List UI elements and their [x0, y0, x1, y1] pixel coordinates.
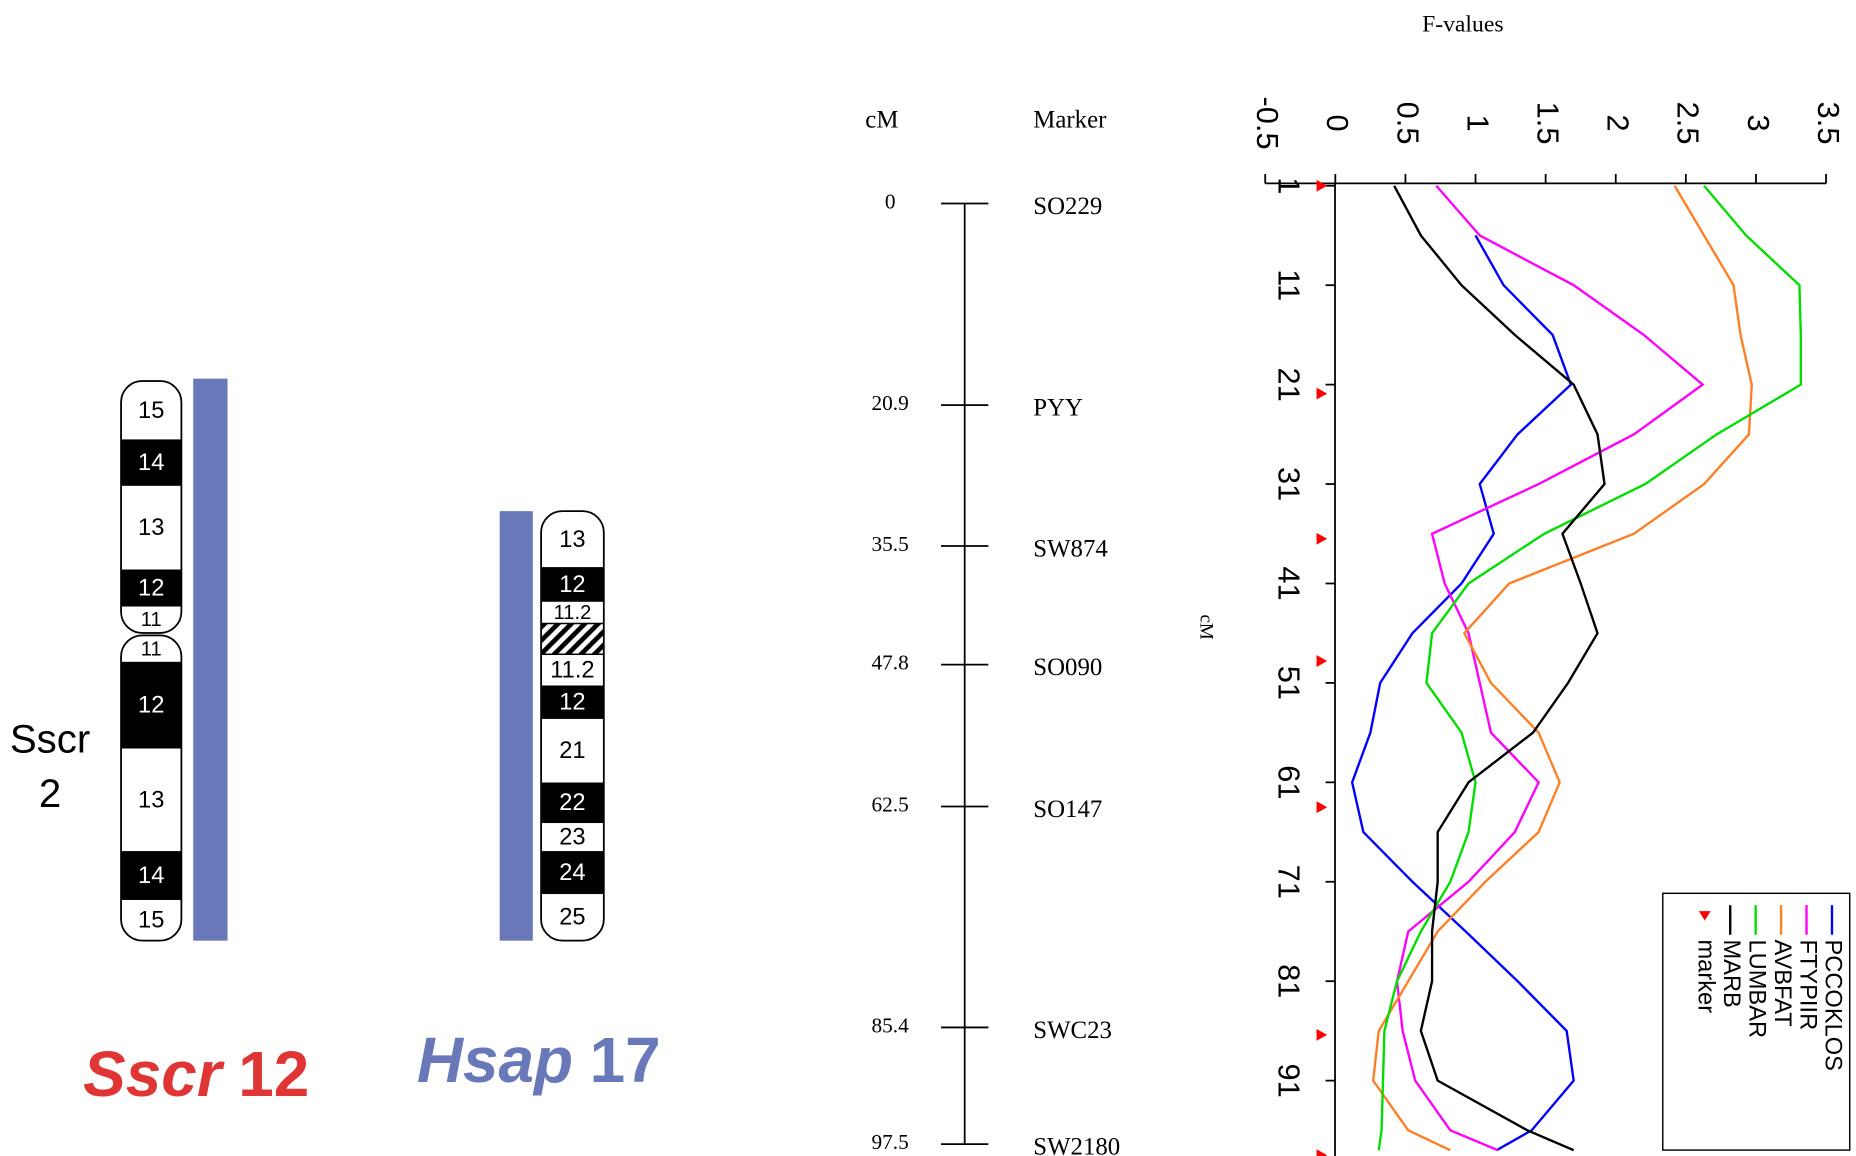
marker-point [1317, 1029, 1328, 1041]
x-tick-label: 81 [1271, 964, 1306, 998]
marker-point [1317, 180, 1328, 192]
band-label: 12 [559, 690, 585, 716]
marker-name: SW2180 [1033, 1134, 1120, 1156]
x-tick-label: 31 [1271, 467, 1306, 501]
marker-position: 62.5 [872, 792, 909, 816]
x-tick-label: 1 [1271, 177, 1306, 194]
marker-point [1317, 533, 1328, 545]
position-header: cM [865, 107, 898, 134]
legend-label: MARB [1718, 939, 1744, 1007]
band-label: 11.2 [554, 602, 592, 624]
legend-label: PCCOKLOS [1820, 939, 1846, 1070]
synteny-bar [193, 379, 227, 941]
marker-name: SO147 [1033, 796, 1102, 823]
x-tick-label: 11 [1271, 269, 1306, 301]
chromosome-arm: 15 14 13 12 11 [121, 381, 181, 633]
band-label: 14 [138, 863, 164, 889]
band-label: 12 [138, 575, 164, 601]
marker-name: SO090 [1033, 654, 1102, 681]
y-tick-label: 2 [1601, 114, 1636, 131]
band-label: 11.2 [550, 658, 594, 684]
marker-point [1317, 655, 1328, 667]
marker-point [1317, 388, 1328, 400]
band-label: 15 [138, 907, 164, 933]
y-tick-label: 0.5 [1390, 102, 1425, 145]
band-label: 21 [559, 738, 585, 764]
marker-name: SO229 [1033, 193, 1102, 220]
chromosome-arm: 13 12 11.2 11.2 12 21 22 23 24 25 [541, 511, 604, 941]
marker-name: PYY [1033, 395, 1083, 422]
legend-label: LUMBAR [1743, 939, 1769, 1038]
band-label: 14 [138, 450, 164, 476]
marker-header: Marker [1033, 107, 1107, 134]
band-label: 13 [559, 527, 585, 553]
marker-point [1317, 1149, 1328, 1156]
marker-position: 35.5 [872, 532, 909, 556]
synteny-bar [500, 511, 533, 941]
chromosome-arm: 11 12 13 14 15 [121, 635, 181, 940]
marker-position: 0 [885, 189, 896, 213]
figure: F-values cM cM Marker Sscr 2 Sscr12 Hsap… [0, 0, 1856, 1156]
legend-label: FTYPIIR [1794, 939, 1820, 1030]
marker-position: 97.5 [872, 1130, 909, 1154]
legend-label: marker [1693, 939, 1719, 1013]
band-label: 12 [138, 693, 164, 719]
y-tick-label: -0.5 [1250, 97, 1285, 150]
chart-title: F-values [1422, 11, 1503, 37]
caption-species: Sscr [83, 1038, 225, 1110]
x-tick-label: 61 [1271, 765, 1306, 799]
band-label: 24 [559, 860, 585, 886]
marker-position: 47.8 [872, 651, 909, 675]
x-tick-label: 91 [1271, 1064, 1306, 1098]
y-tick-label: 2.5 [1671, 102, 1706, 145]
caption-number: 17 [590, 1024, 661, 1096]
marker-position: 85.4 [872, 1013, 910, 1037]
band-label: 23 [559, 825, 585, 851]
band-label: 11 [141, 609, 162, 631]
marker-position: 20.9 [872, 391, 909, 415]
y-tick-label: 0 [1320, 114, 1355, 131]
caption-species: Hsap [417, 1024, 573, 1096]
band-label: 22 [559, 790, 585, 816]
marker-point [1317, 801, 1328, 813]
x-tick-label: 51 [1271, 666, 1306, 700]
band-label: 15 [138, 398, 164, 424]
marker-name: SWC23 [1033, 1017, 1112, 1044]
band-label: 12 [559, 572, 585, 598]
series-line [1352, 235, 1574, 1150]
caption-number: 12 [238, 1038, 309, 1110]
band-label: 11 [141, 638, 162, 660]
marker-name: SW874 [1033, 535, 1108, 562]
y-tick-label: 3 [1741, 114, 1776, 131]
page: F-values cM cM Marker Sscr 2 Sscr12 Hsap… [0, 0, 1856, 1156]
side-label: Sscr [10, 717, 90, 762]
legend-label: AVBFAT [1769, 939, 1795, 1026]
x-axis-label: cM [1196, 614, 1217, 639]
x-tick-label: 71 [1271, 865, 1306, 899]
x-tick-label: 21 [1271, 368, 1306, 402]
y-tick-label: 1.5 [1531, 102, 1566, 145]
band-label: 25 [559, 904, 585, 930]
series-line [1394, 186, 1604, 1150]
y-tick-label: 3.5 [1811, 102, 1846, 145]
y-tick-label: 1 [1460, 114, 1495, 131]
x-tick-label: 41 [1271, 566, 1306, 600]
band-label: 13 [138, 515, 164, 541]
band-label: 13 [138, 787, 164, 813]
side-label: 2 [39, 771, 61, 816]
band [541, 624, 604, 655]
